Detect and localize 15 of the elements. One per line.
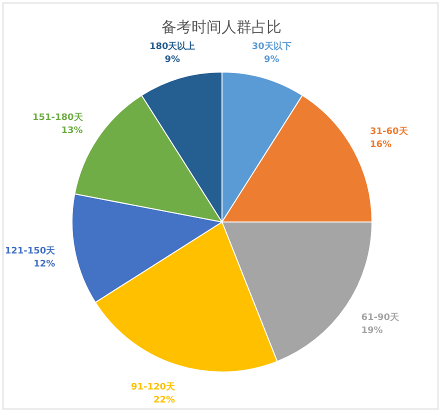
slice-label: 121-150天 (4, 245, 56, 256)
slice-label: 61-90天 (361, 312, 400, 324)
data-label: 22% (153, 395, 175, 406)
data-label: 9% (264, 55, 280, 66)
slice-label: 151-180天 (32, 112, 84, 123)
data-label: 9% (164, 55, 180, 66)
slice-label: 31-60天 (370, 126, 409, 138)
data-label: 16% (370, 140, 392, 150)
data-label: 13% (61, 126, 83, 136)
chart-title: 备考时间人群占比 (162, 18, 282, 36)
data-label: 12% (34, 259, 56, 270)
slice-label: 180天以上 (149, 41, 196, 52)
slice-label: 91-120天 (130, 381, 176, 392)
slice-label: 30天以下 (252, 41, 292, 52)
data-label: 19% (361, 326, 383, 336)
